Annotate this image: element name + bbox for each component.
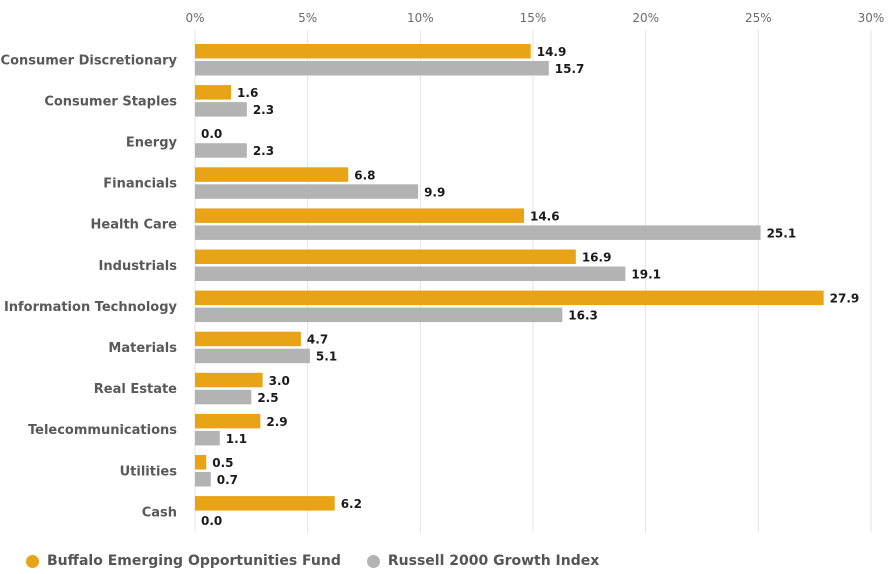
bars xyxy=(195,44,824,511)
value-label: 14.6 xyxy=(530,209,560,223)
x-tick-label: 20% xyxy=(632,11,659,25)
value-label: 2.3 xyxy=(253,144,274,158)
bar-index xyxy=(195,307,563,323)
category-label: Information Technology xyxy=(4,300,178,315)
bar-fund xyxy=(195,249,576,264)
value-label: 5.1 xyxy=(316,350,337,364)
bar-index xyxy=(195,430,220,446)
bar-fund xyxy=(195,496,335,511)
value-label: 0.7 xyxy=(217,473,238,487)
bar-index xyxy=(195,143,247,158)
bar-fund xyxy=(195,167,349,182)
bar-fund xyxy=(195,331,301,347)
category-label: Energy xyxy=(126,135,178,150)
bar-index xyxy=(195,184,419,199)
x-tick-label: 15% xyxy=(520,11,547,25)
value-label: 16.3 xyxy=(568,309,598,323)
value-label: 27.9 xyxy=(830,292,860,306)
legend-swatch-index xyxy=(366,554,380,568)
bar-index xyxy=(195,472,211,487)
value-labels: 14.9 15.7 1.6 2.3 0.0 2.3 6.8 9.9 14.6 25.1 16.9 19… xyxy=(201,45,859,528)
bar-index xyxy=(195,102,247,117)
legend-label-fund: Buffalo Emerging Opportunities Fund xyxy=(47,553,341,569)
bar-index xyxy=(195,266,626,281)
x-axis-ticks: 0% 5% 10% 15% 20% 25% 30% xyxy=(185,11,884,25)
category-label: Materials xyxy=(108,341,177,356)
value-label: 16.9 xyxy=(582,251,612,265)
category-label: Industrials xyxy=(99,259,178,274)
value-label: 2.3 xyxy=(253,103,274,117)
value-label: 0.5 xyxy=(212,456,233,470)
category-label: Cash xyxy=(142,505,177,520)
category-label: Health Care xyxy=(91,218,178,233)
bar-index xyxy=(195,61,549,76)
value-label: 15.7 xyxy=(555,62,585,76)
value-label: 1.6 xyxy=(237,86,258,100)
value-label: 3.0 xyxy=(269,374,290,388)
bar-fund xyxy=(195,413,261,429)
bar-fund xyxy=(195,85,232,100)
x-tick-label: 30% xyxy=(858,11,885,25)
x-tick-label: 5% xyxy=(298,11,317,25)
category-labels: Consumer Discretionary Consumer Staples En… xyxy=(1,53,178,520)
bar-index xyxy=(195,225,761,240)
category-label: Consumer Discretionary xyxy=(1,53,178,68)
x-tick-label: 0% xyxy=(185,11,204,25)
category-label: Real Estate xyxy=(94,382,177,397)
bar-fund xyxy=(195,208,524,223)
value-label: 25.1 xyxy=(767,226,797,240)
value-label: 2.5 xyxy=(257,391,278,405)
category-label: Telecommunications xyxy=(28,423,177,438)
value-label: 14.9 xyxy=(537,45,567,59)
value-label: 0.0 xyxy=(201,514,222,528)
bar-index xyxy=(195,389,252,405)
value-label: 19.1 xyxy=(631,268,661,282)
bar-fund xyxy=(195,44,531,59)
x-tick-label: 25% xyxy=(745,11,772,25)
legend-item-fund[interactable]: Buffalo Emerging Opportunities Fund xyxy=(26,553,341,569)
bar-fund xyxy=(195,372,263,388)
category-label: Utilities xyxy=(120,464,178,479)
x-tick-label: 10% xyxy=(407,11,434,25)
value-label: 0.0 xyxy=(201,127,222,141)
legend-label-index: Russell 2000 Growth Index xyxy=(387,553,600,569)
value-label: 6.2 xyxy=(341,497,362,511)
category-label: Financials xyxy=(103,177,177,192)
legend-swatch-fund xyxy=(26,554,39,568)
legend-item-index[interactable]: Russell 2000 Growth Index xyxy=(366,553,600,569)
value-label: 9.9 xyxy=(424,185,445,199)
bar-fund xyxy=(195,455,207,470)
legend: Buffalo Emerging Opportunities Fund Russ… xyxy=(26,553,599,569)
bar-fund xyxy=(195,290,824,306)
value-label: 4.7 xyxy=(307,333,328,347)
value-label: 2.9 xyxy=(266,415,287,429)
value-label: 1.1 xyxy=(226,432,247,446)
bar-index xyxy=(195,348,310,364)
category-label: Consumer Staples xyxy=(44,94,177,109)
value-label: 6.8 xyxy=(354,168,375,182)
